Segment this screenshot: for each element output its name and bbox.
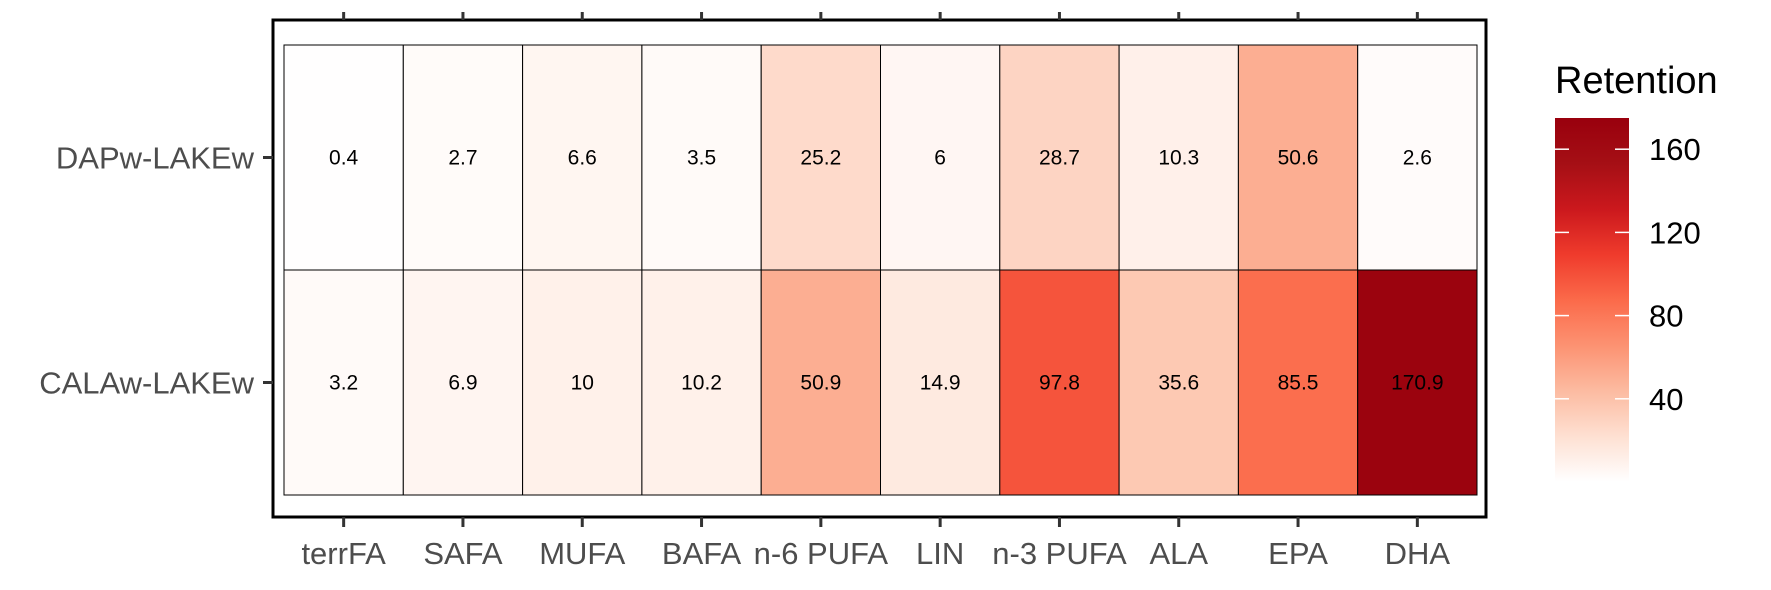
heatmap-cells: 0.4 2.7 6.6 3.5 25.2 6 28.7 10.3 50.6 2.6 3.2 6.9 10…: [283, 44, 1478, 496]
x-tick-label: EPA: [1268, 536, 1328, 571]
heatmap-cell: [880, 269, 1001, 496]
cell-value-label: 2.7: [448, 147, 477, 170]
plot-panel: [271, 18, 1488, 519]
heatmap-cell: [402, 269, 524, 496]
cell-value-label: 170.9: [1391, 372, 1444, 395]
cell-value-label: 50.6: [1278, 147, 1319, 170]
heatmap-cell: [522, 269, 643, 496]
x-tick-label: DHA: [1385, 536, 1451, 571]
cell-value-label: 10: [571, 372, 594, 395]
panel-border: [271, 18, 1488, 519]
heatmap-cell: [999, 44, 1120, 271]
y-tick-label: DAPw-LAKEw: [56, 141, 255, 176]
heatmap-cell: [402, 44, 524, 271]
x-tick-label: n-3 PUFA: [992, 536, 1127, 571]
cell-value-label: 10.2: [681, 372, 722, 395]
heatmap-cell: [1118, 269, 1239, 496]
cell-value-label: 3.2: [329, 372, 358, 395]
y-tick-label: CALAw-LAKEw: [39, 366, 254, 401]
heatmap-cell: [641, 44, 762, 271]
cell-value-label: 97.8: [1039, 372, 1080, 395]
heatmap-cell: [1357, 269, 1478, 496]
x-tick-label: ALA: [1149, 536, 1208, 571]
cell-value-label: 14.9: [920, 372, 961, 395]
cell-value-label: 3.5: [687, 147, 716, 170]
y-axis: DAPw-LAKEw CALAw-LAKEw: [39, 141, 273, 401]
heatmap-cell: [1357, 44, 1478, 271]
heatmap-cell: [283, 269, 404, 496]
heatmap-cell: [760, 269, 882, 496]
heatmap-cell: [880, 44, 1001, 271]
cell-value-label: 35.6: [1158, 372, 1199, 395]
cell-value-label: 50.9: [800, 372, 841, 395]
x-tick-label: LIN: [916, 536, 964, 571]
x-axis: terrFA SAFA MUFA BAFA n-6 PUFA LIN n-3 PUFA ALA…: [301, 12, 1450, 571]
legend-tick-label: 80: [1649, 299, 1683, 334]
cell-value-label: 6: [934, 147, 946, 170]
heatmap-cell: [522, 44, 643, 271]
x-tick-label: SAFA: [423, 536, 503, 571]
cell-value-label: 0.4: [329, 147, 359, 170]
heatmap-cell: [1237, 269, 1359, 496]
cell-value-label: 25.2: [800, 147, 841, 170]
heatmap-cell: [1237, 44, 1359, 271]
legend-title: Retention: [1555, 60, 1718, 102]
cell-value-label: 10.3: [1158, 147, 1199, 170]
color-legend: Retention 40 80 120 160: [1555, 60, 1718, 482]
legend-tick-label: 160: [1649, 132, 1701, 167]
cell-value-label: 85.5: [1278, 372, 1319, 395]
heatmap-cell: [1118, 44, 1239, 271]
cell-value-label: 2.6: [1403, 147, 1432, 170]
heatmap-cell: [999, 269, 1120, 496]
heatmap-cell: [641, 269, 762, 496]
x-tick-label: n-6 PUFA: [754, 536, 889, 571]
legend-colorbar: [1555, 118, 1629, 482]
x-tick-label: BAFA: [662, 536, 742, 571]
cell-value-label: 28.7: [1039, 147, 1080, 170]
x-tick-label: MUFA: [539, 536, 625, 571]
cell-value-label: 6.9: [448, 372, 477, 395]
x-tick-label: terrFA: [301, 536, 386, 571]
legend-tick-label: 120: [1649, 215, 1701, 250]
cell-value-label: 6.6: [568, 147, 597, 170]
legend-tick-label: 40: [1649, 382, 1683, 417]
heatmap-cell: [283, 44, 404, 271]
